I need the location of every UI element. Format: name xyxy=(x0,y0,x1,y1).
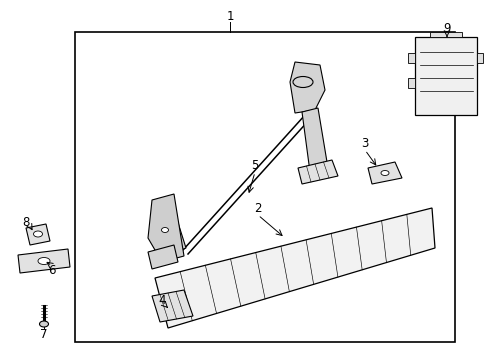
Ellipse shape xyxy=(34,231,42,237)
Polygon shape xyxy=(407,78,414,88)
Polygon shape xyxy=(148,194,183,262)
Ellipse shape xyxy=(40,321,48,327)
Text: 5: 5 xyxy=(251,158,258,171)
Ellipse shape xyxy=(292,77,312,87)
Polygon shape xyxy=(302,108,327,172)
Text: 7: 7 xyxy=(40,328,48,341)
Polygon shape xyxy=(429,32,461,37)
Polygon shape xyxy=(155,208,434,328)
Ellipse shape xyxy=(161,228,168,233)
Polygon shape xyxy=(18,249,70,273)
Ellipse shape xyxy=(380,171,388,176)
Polygon shape xyxy=(297,160,337,184)
Ellipse shape xyxy=(38,257,50,265)
Bar xyxy=(414,37,476,115)
Text: 2: 2 xyxy=(254,202,261,215)
Polygon shape xyxy=(158,210,185,256)
Polygon shape xyxy=(407,53,414,63)
Polygon shape xyxy=(289,62,325,113)
Polygon shape xyxy=(367,162,401,184)
Text: 1: 1 xyxy=(226,9,233,23)
Text: 4: 4 xyxy=(158,293,165,306)
Text: 9: 9 xyxy=(442,22,450,35)
Polygon shape xyxy=(148,245,178,269)
Polygon shape xyxy=(26,224,50,245)
Text: 3: 3 xyxy=(361,136,368,149)
Bar xyxy=(75,32,454,342)
Text: 8: 8 xyxy=(22,216,30,229)
Polygon shape xyxy=(152,290,193,322)
Polygon shape xyxy=(476,53,482,63)
Text: 6: 6 xyxy=(48,264,56,276)
